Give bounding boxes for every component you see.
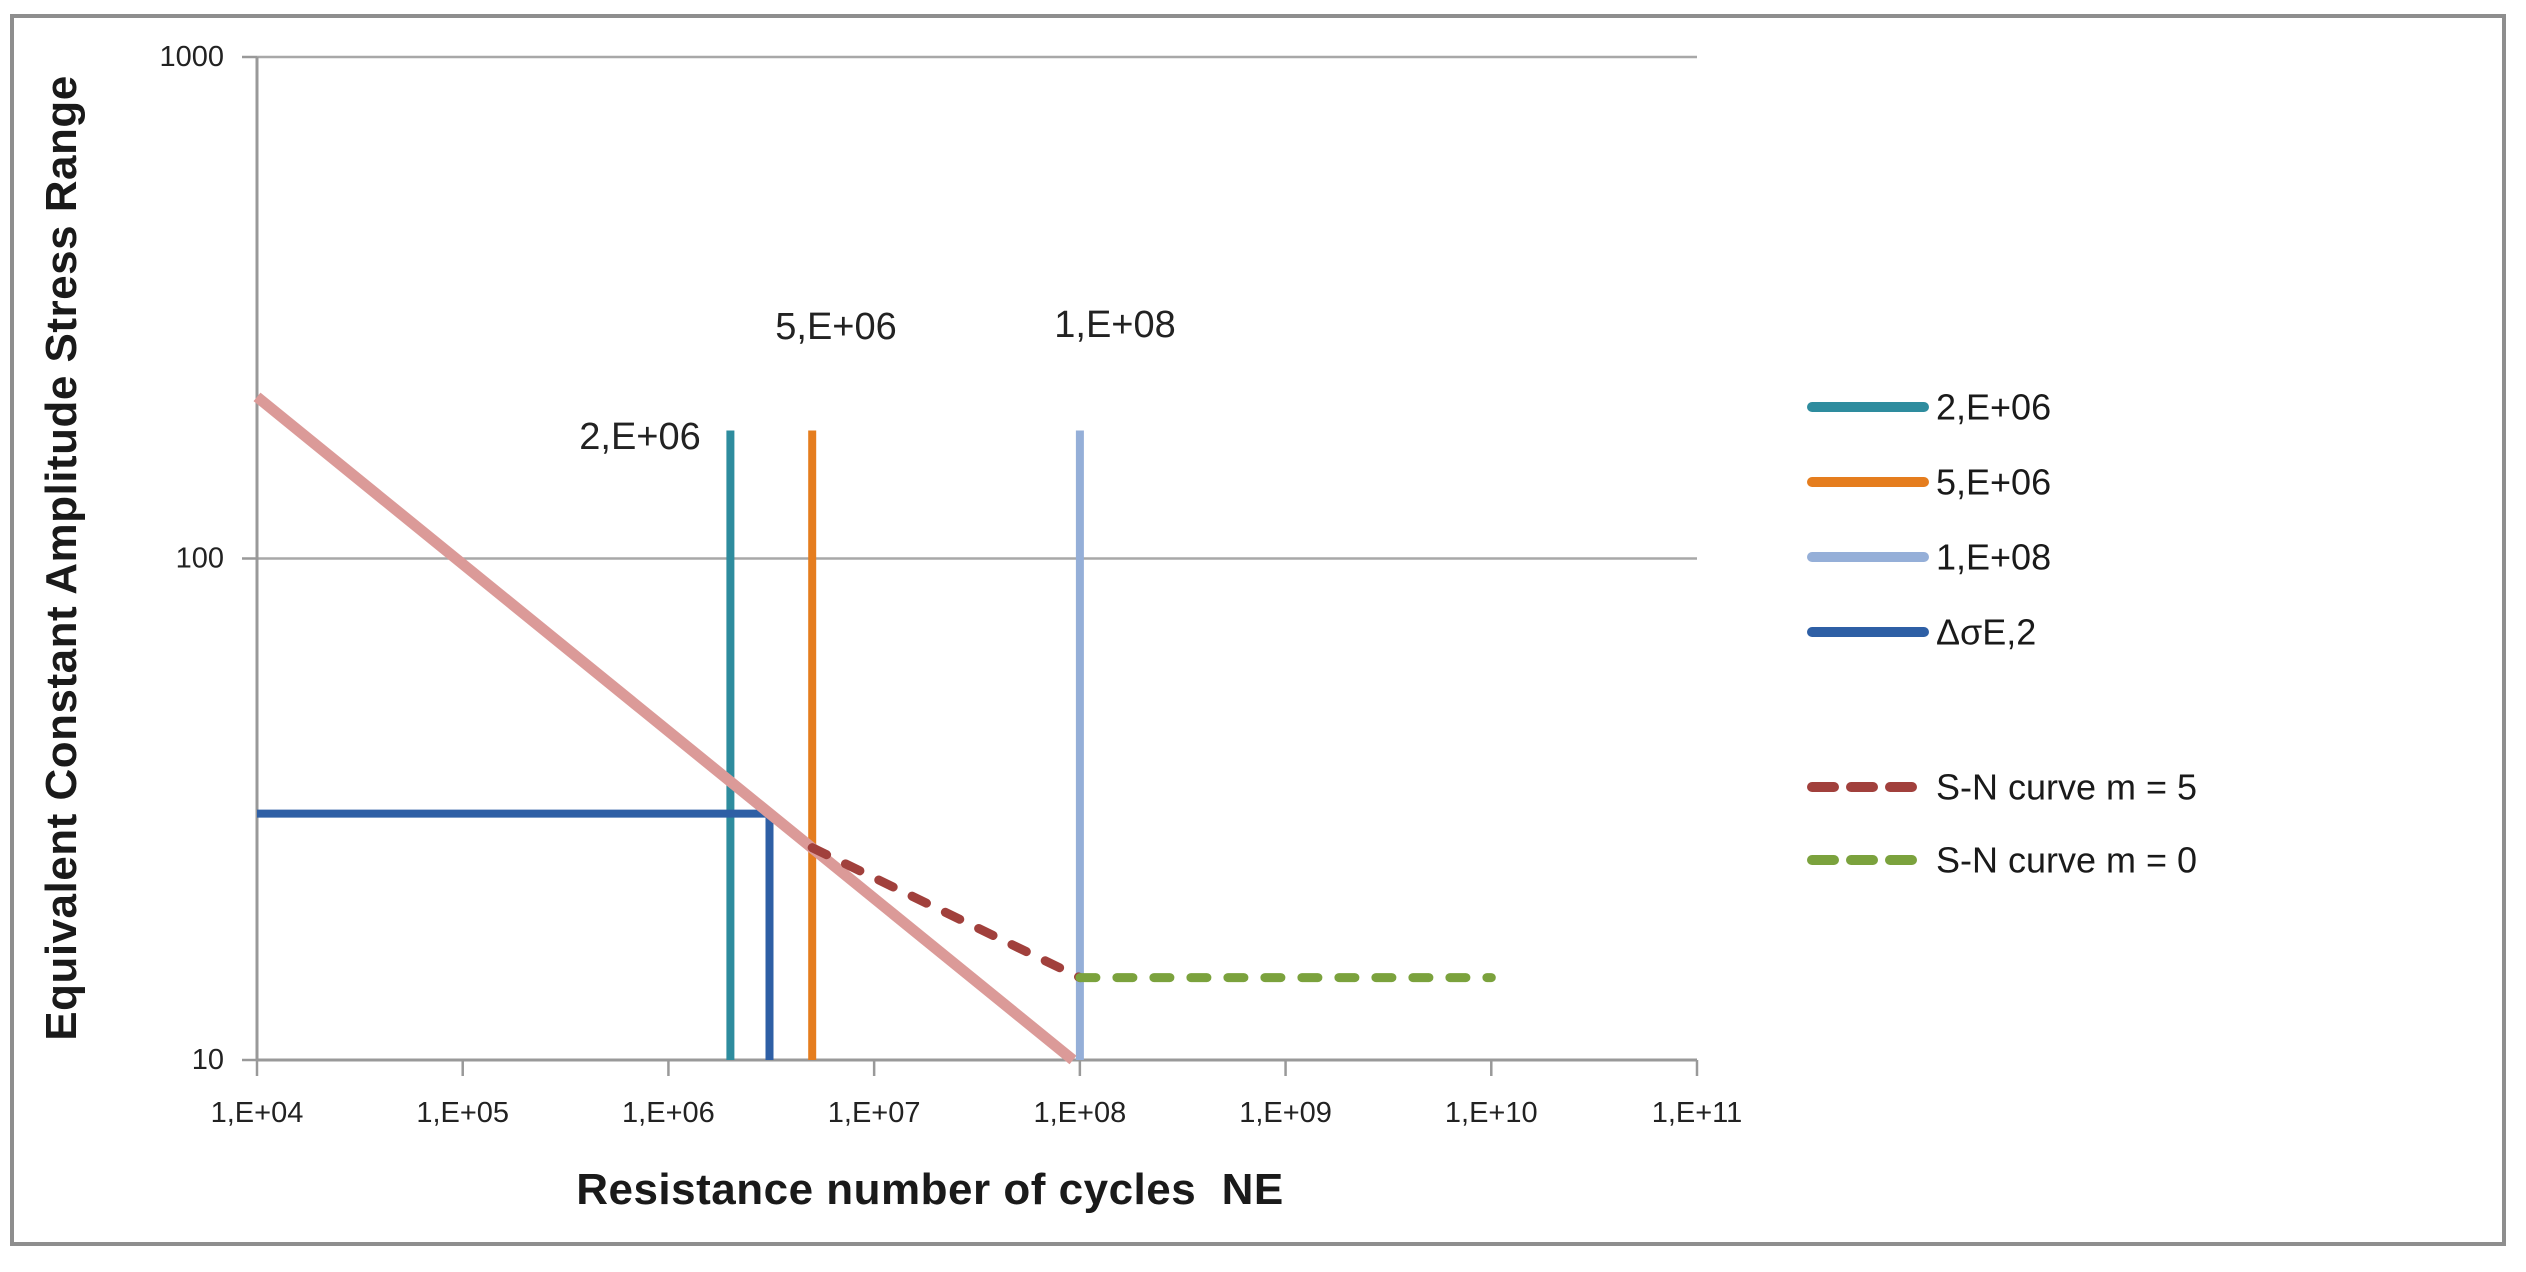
y-axis-tick-label: 10	[192, 1044, 224, 1076]
chart-frame	[10, 14, 2506, 1246]
x-axis-title: Resistance number of cycles NE	[576, 1165, 1284, 1214]
data-label: 2,E+06	[579, 416, 701, 458]
x-axis-tick-label: 1,E+04	[211, 1097, 304, 1129]
x-axis-tick-label: 1,E+10	[1445, 1097, 1538, 1129]
x-axis-tick-label: 1,E+06	[622, 1097, 715, 1129]
x-axis-tick-label: 1,E+08	[1033, 1097, 1126, 1129]
legend-label: S-N curve m = 5	[1936, 767, 2197, 808]
y-axis-tick-label: 1000	[159, 41, 224, 73]
data-label: 5,E+06	[775, 306, 897, 348]
series-line-4	[257, 809, 774, 1060]
x-axis-tick-label: 1,E+05	[416, 1097, 509, 1129]
x-axis-tick-label: 1,E+09	[1239, 1097, 1332, 1129]
legend-label: 1,E+08	[1936, 537, 2051, 578]
legend-label: 2,E+06	[1936, 387, 2051, 428]
y-axis-title: Equivalent Constant Amplitude Stress Ran…	[37, 75, 86, 1041]
legend-label: S-N curve m = 0	[1936, 840, 2197, 881]
data-label: 1,E+08	[1054, 304, 1176, 346]
series-line-5	[253, 392, 1077, 1065]
x-axis-tick-label: 1,E+07	[828, 1097, 921, 1129]
series-line-6	[807, 843, 1085, 983]
x-axis-tick-label: 1,E+11	[1652, 1097, 1743, 1129]
legend-label: 5,E+06	[1936, 462, 2051, 503]
y-axis-tick-label: 100	[176, 543, 224, 575]
legend-label: ΔσE,2	[1936, 612, 2036, 653]
